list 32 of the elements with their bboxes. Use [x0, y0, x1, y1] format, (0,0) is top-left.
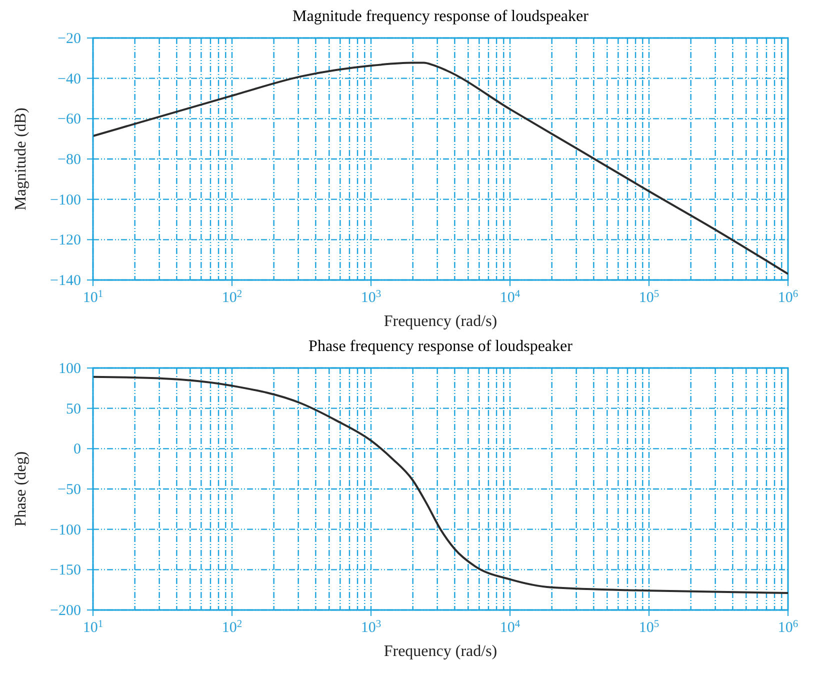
y-tick-label: −100	[50, 192, 81, 208]
y-tick-label: −140	[50, 273, 81, 289]
y-tick-label: −150	[50, 562, 81, 579]
y-tick-label: 100	[58, 361, 81, 377]
y-tick-label: −40	[58, 71, 81, 88]
y-axis-title: Magnitude (dB)	[12, 108, 30, 210]
x-tick-label: 10$^{4}$	[500, 288, 521, 306]
chart-title: Magnitude frequency response of loudspeaker	[292, 8, 590, 27]
y-tick-label: 0	[74, 442, 81, 458]
chart-title: Phase frequency response of loudspeaker	[308, 338, 574, 357]
x-tick-label: 10$^{4}$	[500, 618, 521, 636]
x-tick-label: 10$^{6}$	[778, 288, 798, 306]
y-tick-label: −80	[58, 152, 81, 168]
x-tick-label: 10$^{3}$	[360, 288, 382, 306]
x-tick-label: 10$^{1}$	[82, 288, 104, 306]
x-tick-label: 10$^{2}$	[222, 288, 242, 306]
y-axis-title: Phase (deg)	[12, 451, 30, 527]
x-tick-label: 10$^{3}$	[360, 618, 382, 636]
y-tick-label: −120	[50, 232, 81, 249]
y-tick-label: −100	[50, 522, 81, 538]
x-tick-label: 10$^{5}$	[638, 618, 660, 636]
x-axis-title: Frequency (rad/s)	[384, 643, 498, 660]
y-tick-label: −200	[50, 603, 81, 619]
x-tick-label: 10$^{1}$	[82, 618, 104, 636]
x-axis-title: Frequency (rad/s)	[384, 313, 498, 330]
y-tick-label: −20	[58, 31, 81, 47]
x-tick-label: 10$^{2}$	[222, 618, 242, 636]
y-tick-label: 50	[66, 401, 81, 418]
y-tick-label: −60	[58, 112, 81, 128]
x-tick-label: 10$^{5}$	[638, 288, 660, 306]
x-tick-label: 10$^{6}$	[778, 618, 798, 636]
y-tick-label: −50	[58, 482, 81, 498]
